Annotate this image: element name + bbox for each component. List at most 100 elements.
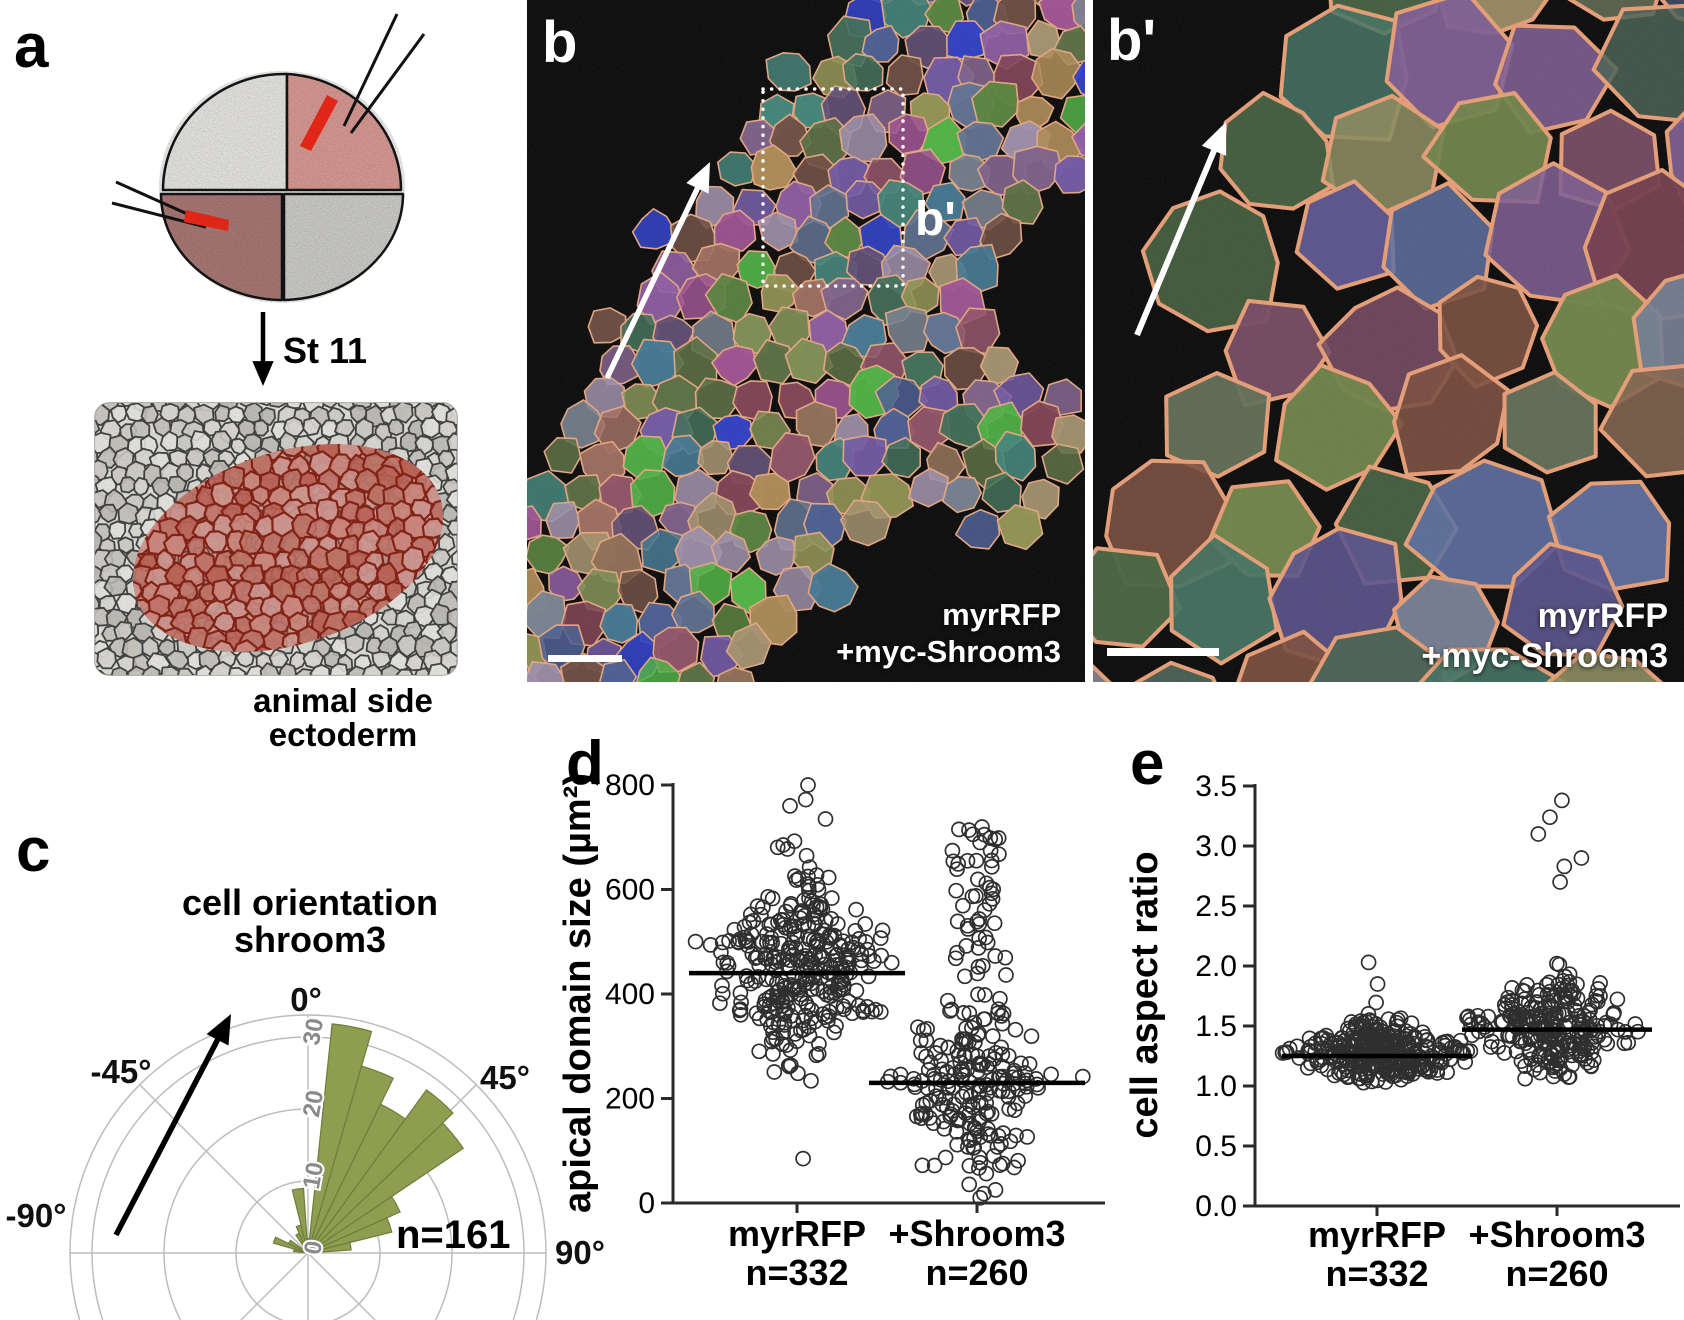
data-point xyxy=(800,777,816,793)
data-point xyxy=(1579,1054,1596,1071)
data-point xyxy=(1573,850,1590,866)
injection-needle-top-icon xyxy=(300,13,426,151)
rose-bar xyxy=(307,1089,454,1254)
data-point xyxy=(801,1027,818,1044)
data-point xyxy=(1507,1017,1523,1034)
data-point xyxy=(761,916,778,933)
data-point xyxy=(912,1032,929,1049)
rose-angle-label: 0° xyxy=(290,981,322,1018)
data-point xyxy=(808,909,825,926)
data-point xyxy=(980,1126,996,1142)
data-point xyxy=(990,830,1007,846)
data-point xyxy=(739,932,755,949)
panel-b-prime-condition-line1: myrRFP xyxy=(1537,597,1668,635)
data-point xyxy=(731,931,748,948)
data-point xyxy=(1557,968,1573,985)
data-point xyxy=(796,907,813,924)
data-point xyxy=(1521,1044,1538,1061)
data-point xyxy=(855,1004,872,1020)
y-tick-label: 3.5 xyxy=(1195,770,1237,803)
data-point xyxy=(993,1039,1010,1056)
data-point xyxy=(961,822,977,838)
data-point xyxy=(792,986,809,1003)
data-point xyxy=(803,1072,819,1089)
data-point xyxy=(926,1157,943,1174)
data-point xyxy=(1289,1038,1305,1055)
data-point xyxy=(957,968,973,985)
data-point xyxy=(977,929,994,946)
data-point xyxy=(751,1043,768,1060)
data-point xyxy=(759,926,775,942)
panel-b-prime-noise xyxy=(1093,0,1684,682)
data-point xyxy=(1592,988,1608,1004)
data-point xyxy=(1546,988,1563,1004)
data-point xyxy=(811,1036,827,1052)
data-point xyxy=(790,870,807,887)
data-point xyxy=(1561,1037,1578,1054)
data-point xyxy=(712,995,728,1012)
data-point xyxy=(914,1157,931,1174)
y-tick-label: 800 xyxy=(605,769,655,802)
data-point xyxy=(960,1131,977,1148)
data-point xyxy=(971,911,988,927)
data-point xyxy=(817,811,834,827)
data-point xyxy=(732,985,749,1001)
data-point xyxy=(918,1032,935,1049)
data-point xyxy=(813,926,830,942)
data-point xyxy=(1587,992,1604,1009)
data-point xyxy=(807,1013,824,1030)
data-point xyxy=(976,987,993,1003)
data-point xyxy=(962,1088,979,1105)
rose-bar xyxy=(307,1065,395,1254)
data-point xyxy=(970,1025,987,1042)
rose-bar xyxy=(307,1217,393,1254)
data-point xyxy=(1561,1068,1578,1085)
data-point xyxy=(914,1097,931,1113)
data-point xyxy=(714,934,731,951)
data-point xyxy=(788,872,805,888)
data-point xyxy=(800,954,817,971)
data-point xyxy=(1318,1027,1335,1044)
data-point xyxy=(829,946,846,963)
rose-radial-tick: 20 xyxy=(298,1088,329,1119)
ectoderm-micrograph xyxy=(94,402,458,676)
data-point xyxy=(765,1030,782,1047)
data-point xyxy=(1420,1063,1437,1080)
data-point xyxy=(795,1150,811,1167)
data-point xyxy=(1566,997,1583,1014)
data-point xyxy=(747,950,764,966)
data-point xyxy=(779,841,796,857)
panel-b-noise xyxy=(527,0,1085,682)
data-point xyxy=(1028,1071,1044,1087)
data-point xyxy=(892,1066,909,1083)
data-point xyxy=(969,1123,986,1140)
cell xyxy=(95,403,105,407)
data-point xyxy=(937,1149,954,1166)
embryo-diagram xyxy=(111,13,426,303)
data-point xyxy=(828,1018,844,1034)
data-point xyxy=(1315,1030,1332,1046)
data-point xyxy=(1319,1061,1336,1078)
y-tick-label: 600 xyxy=(605,874,655,907)
data-point xyxy=(1497,1000,1514,1017)
rose-radial-tick: 30 xyxy=(298,1016,329,1047)
data-point xyxy=(949,861,965,878)
data-point xyxy=(757,950,773,966)
beeswarm-group xyxy=(1274,954,1479,1091)
data-point xyxy=(719,954,736,971)
cell-aspect-ratio-plot: 0.0 0.5 1.0 1.5 2.0 2.5 3.0 3.5 cell aspect rati… xyxy=(1124,770,1680,1223)
data-point xyxy=(947,950,964,967)
data-point xyxy=(759,1011,776,1028)
data-point xyxy=(859,998,875,1015)
data-point xyxy=(732,1001,749,1018)
group-label-e-myrRFP: myrRFP xyxy=(1307,1214,1447,1255)
inset-region-box xyxy=(761,87,905,288)
data-point xyxy=(782,897,799,914)
data-point xyxy=(714,985,731,1002)
data-point xyxy=(938,1063,955,1080)
data-point xyxy=(848,901,864,918)
data-point xyxy=(937,1089,954,1106)
data-point xyxy=(808,867,825,883)
